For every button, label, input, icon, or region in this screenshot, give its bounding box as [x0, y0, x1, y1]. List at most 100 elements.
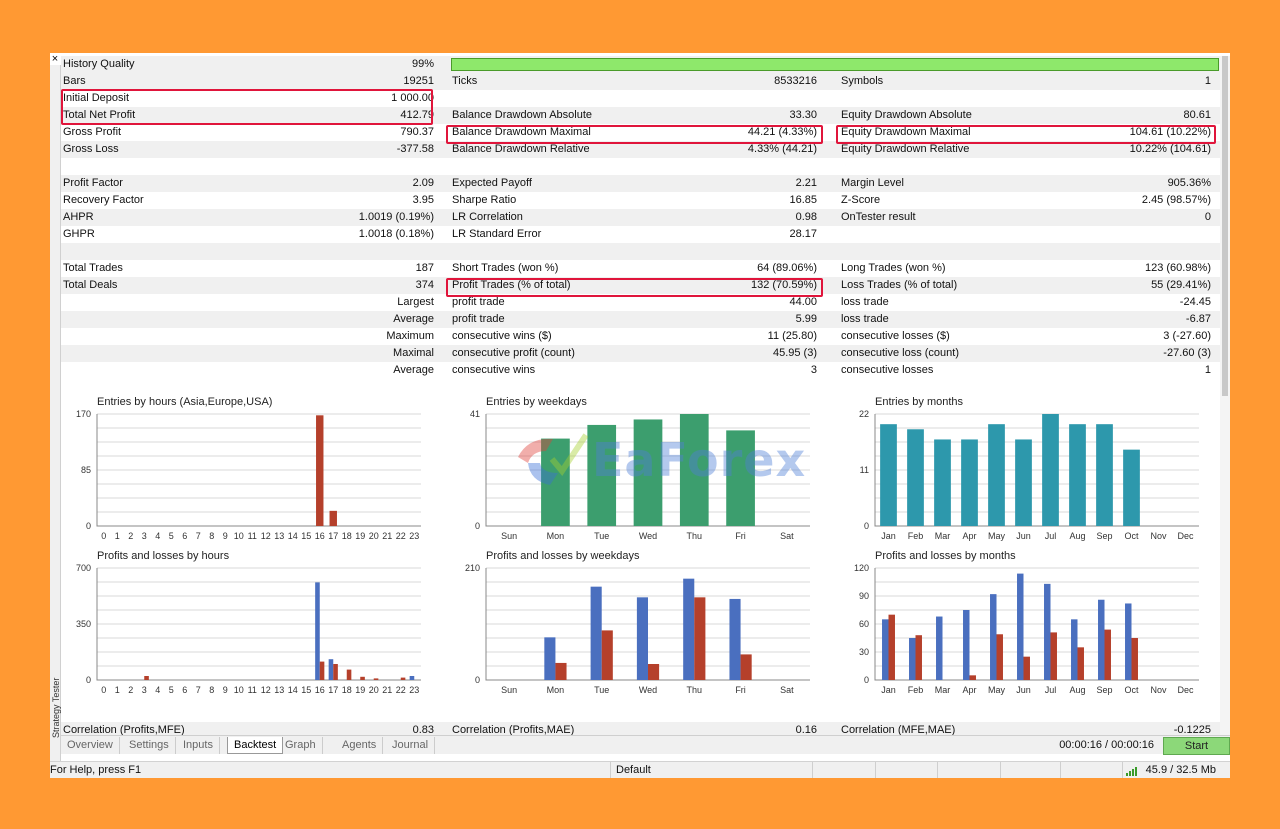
correlation-row: Correlation (Profits,MFE) 0.83 Correlati…: [61, 722, 1220, 739]
row-value: -377.58: [396, 143, 434, 155]
row-value: 1 000.00: [391, 92, 434, 104]
connection-signal-icon: [1126, 767, 1137, 776]
y-tick-label: 700: [76, 563, 91, 573]
chart-svg: 0 41 Sun Mon Tue Wed Thu Fri Sat: [470, 409, 810, 541]
x-tick-label: 15: [301, 685, 311, 695]
x-tick-label: Oct: [1124, 685, 1139, 695]
row-value: Maximal: [393, 347, 434, 359]
x-tick-label: Jun: [1016, 531, 1031, 541]
chart-bar: [1050, 632, 1057, 680]
chart-bar: [636, 597, 648, 680]
row-value: 905.36%: [1167, 177, 1211, 189]
axis: [96, 414, 421, 527]
x-tick-label: Sep: [1096, 531, 1112, 541]
report-row: Maximal consecutive profit (count) 45.95 (…: [61, 345, 1220, 362]
x-tick-label: Mon: [547, 531, 565, 541]
chart-bar: [726, 430, 755, 526]
status-separator: [875, 762, 876, 778]
x-tick-label: Wed: [639, 531, 657, 541]
tab-journal[interactable]: Journal: [386, 737, 436, 754]
row-label: loss trade: [841, 296, 889, 308]
x-tick-label: 10: [234, 685, 244, 695]
chart-title: Entries by weekdays: [486, 396, 587, 408]
vertical-scrollbar[interactable]: [1220, 56, 1230, 736]
x-tick-label: 5: [169, 685, 174, 695]
chart-bar: [683, 578, 695, 680]
row-label: Initial Deposit: [63, 92, 130, 104]
status-separator: [812, 762, 813, 778]
x-tick-label: 0: [101, 531, 106, 541]
start-button[interactable]: Start: [1163, 737, 1230, 755]
y-tick-label: 60: [859, 619, 869, 629]
tab-settings[interactable]: Settings: [123, 737, 176, 754]
row-value: Maximum: [386, 330, 434, 342]
chart-bar: [400, 677, 406, 680]
report-row: Profit Factor 2.09 Expected Payoff 2.21 Marg…: [61, 175, 1220, 192]
row-value: 80.61: [1183, 109, 1211, 121]
row-label: Equity Drawdown Absolute: [841, 109, 972, 121]
chart-bar: [329, 510, 337, 526]
row-label: Correlation (Profits,MAE): [452, 724, 575, 736]
tab-backtest[interactable]: Backtest: [227, 737, 284, 754]
row-value: 44.00: [789, 296, 817, 308]
x-tick-label: Jan: [881, 685, 896, 695]
y-tick-label: 210: [465, 563, 480, 573]
row-label: GHPR: [63, 228, 95, 240]
chart: 0 85 170 0 1 2 3 4 5 6 7 8 9 10 11 12 13 14 15 16 17 18 19 20 21…: [61, 396, 429, 546]
x-tick-label: Sun: [501, 531, 517, 541]
status-network-traffic: 45.9 / 32.5 Mb: [1145, 764, 1216, 776]
scrollbar-thumb[interactable]: [1222, 56, 1228, 396]
chart-bar: [319, 661, 325, 680]
chart-bar: [1098, 599, 1105, 680]
chart-bar: [934, 439, 951, 526]
x-tick-label: Wed: [639, 685, 657, 695]
x-tick-label: 23: [409, 685, 419, 695]
chart-bar: [1104, 629, 1111, 680]
chart-bar: [587, 424, 617, 526]
status-separator: [1122, 762, 1123, 778]
chart-title: Profits and losses by hours: [97, 550, 230, 562]
row-value: 19251: [403, 75, 434, 87]
x-tick-label: 14: [288, 685, 298, 695]
row-label: consecutive losses ($): [841, 330, 950, 342]
backtest-report: History Quality 99% Bars 19251 Ticks 853321…: [61, 56, 1220, 739]
row-label: Total Deals: [63, 279, 118, 291]
x-tick-label: Jul: [1045, 685, 1057, 695]
x-tick-label: 14: [288, 531, 298, 541]
report-row: Average consecutive wins 3 consecutive loss…: [61, 362, 1220, 379]
row-value: 1: [1204, 364, 1211, 376]
x-tick-label: Apr: [962, 531, 976, 541]
x-tick-label: 18: [342, 685, 352, 695]
row-label: Sharpe Ratio: [452, 194, 517, 206]
chart-svg: 0 30 60 90 120 Jan Feb Mar Apr May Jun Jul Aug Sep Oct…: [854, 563, 1199, 695]
x-tick-label: Sep: [1096, 685, 1112, 695]
tab-graph[interactable]: Graph: [279, 737, 323, 754]
row-label: Gross Loss: [63, 143, 119, 155]
x-tick-label: 18: [342, 531, 352, 541]
x-tick-label: Sat: [780, 531, 794, 541]
x-tick-label: Jun: [1016, 685, 1031, 695]
chart-bar: [888, 614, 895, 680]
x-tick-label: 0: [101, 685, 106, 695]
row-label: consecutive losses: [841, 364, 934, 376]
x-tick-label: 11: [248, 531, 257, 541]
x-tick-label: 12: [261, 531, 271, 541]
tester-tab-bar: Overview Settings Inputs Backtest Graph Agent…: [61, 735, 1230, 755]
row-label: Profit Trades (% of total): [452, 279, 571, 291]
y-tick-label: 30: [859, 647, 869, 657]
tab-overview[interactable]: Overview: [61, 737, 120, 754]
tab-agents[interactable]: Agents: [336, 737, 384, 754]
row-value: 1: [1204, 75, 1211, 87]
x-tick-label: Oct: [1124, 531, 1139, 541]
close-icon[interactable]: ×: [51, 53, 59, 65]
row-label: Gross Profit: [63, 126, 122, 138]
strategy-tester-side-tab[interactable]: Strategy Tester: [50, 65, 61, 765]
row-label: consecutive profit (count): [452, 347, 575, 359]
x-tick-label: May: [988, 531, 1006, 541]
tab-inputs[interactable]: Inputs: [177, 737, 220, 754]
chart-bar: [1023, 656, 1030, 680]
row-value: 2.21: [795, 177, 817, 189]
x-tick-label: Feb: [908, 531, 924, 541]
x-tick-label: Apr: [962, 685, 976, 695]
chart-bar: [409, 676, 415, 680]
